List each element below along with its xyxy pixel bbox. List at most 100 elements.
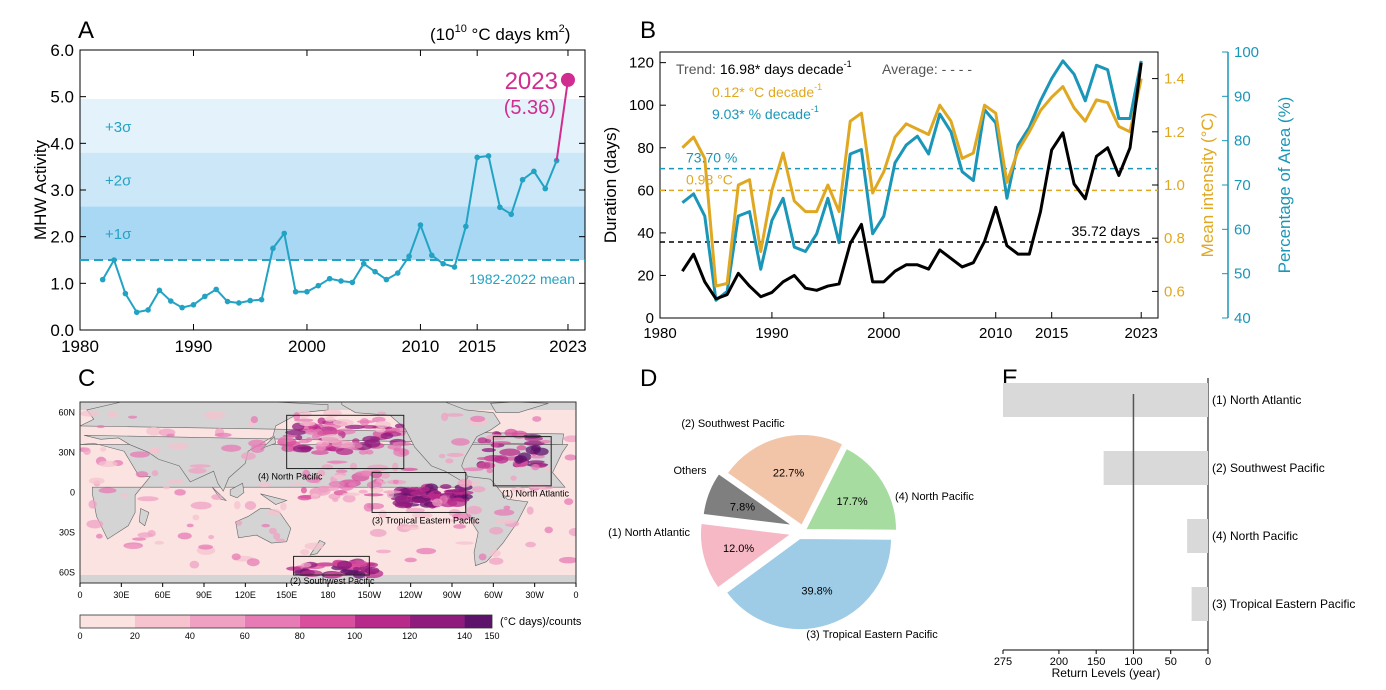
heat-blob bbox=[98, 460, 118, 468]
activity-point bbox=[463, 223, 469, 230]
area-series-line bbox=[681, 59, 1143, 302]
heat-blob bbox=[558, 556, 576, 564]
y-tick-label: 120 bbox=[629, 55, 654, 72]
map-x-tick-label: 60W bbox=[484, 590, 503, 600]
heat-blob bbox=[481, 447, 496, 453]
heat-blob bbox=[404, 557, 417, 563]
activity-point bbox=[519, 176, 526, 183]
colorbar-tick-label: 150 bbox=[484, 631, 499, 641]
heat-blob bbox=[299, 421, 316, 427]
heat-blob bbox=[545, 467, 552, 472]
y-tick-label: 60 bbox=[637, 182, 654, 199]
y-tick-label: 0 bbox=[646, 310, 654, 327]
activity-point bbox=[485, 153, 492, 159]
heat-blob bbox=[306, 476, 321, 483]
activity-point bbox=[542, 185, 549, 192]
activity-point bbox=[270, 245, 276, 252]
avg-area-label: 73.70 % bbox=[686, 150, 737, 166]
heat-blob bbox=[499, 448, 521, 456]
land-mass bbox=[260, 493, 288, 505]
panel-b: B Duration (days) Mean intensity (°C) Pe… bbox=[601, 17, 1294, 342]
heat-blob bbox=[400, 467, 418, 471]
heat-blob bbox=[366, 502, 384, 510]
activity-point bbox=[179, 304, 185, 311]
heat-blob bbox=[446, 452, 464, 457]
heat-blob bbox=[305, 429, 317, 435]
panel-a: A (1010 °C days km2) MHW Activity +1σ +2σ… bbox=[31, 17, 587, 356]
heat-blob bbox=[300, 562, 312, 568]
activity-point bbox=[451, 264, 458, 270]
y3-tick-label: 80 bbox=[1234, 133, 1251, 150]
heat-blob bbox=[476, 461, 496, 470]
heat-blob bbox=[149, 447, 157, 455]
heat-blob bbox=[290, 482, 305, 486]
map-y-tick-label: 30N bbox=[58, 448, 75, 458]
sigma-band bbox=[80, 206, 585, 260]
heat-blob bbox=[146, 426, 162, 436]
map-x-tick-label: 0 bbox=[573, 590, 578, 600]
heat-blob bbox=[189, 560, 200, 569]
heat-blob bbox=[486, 468, 494, 474]
heat-blob bbox=[466, 505, 482, 515]
heat-blob bbox=[410, 498, 426, 504]
heat-blob bbox=[442, 518, 457, 523]
colorbar-segment bbox=[244, 615, 300, 628]
heat-blob bbox=[370, 469, 383, 479]
pie-slice bbox=[724, 536, 894, 631]
heat-blob bbox=[300, 549, 310, 556]
colorbar-segment bbox=[299, 615, 355, 628]
heat-blob bbox=[374, 426, 386, 433]
activity-point bbox=[258, 296, 265, 303]
heat-blob bbox=[452, 512, 472, 521]
region-label: (2) Southwest Pacific bbox=[290, 576, 375, 586]
heat-blob bbox=[455, 541, 474, 545]
map-x-tick-label: 90E bbox=[196, 590, 212, 600]
trend-area: 9.03* % decade-1 bbox=[712, 104, 819, 122]
y-tick-label: 20 bbox=[637, 267, 654, 284]
activity-point bbox=[440, 260, 446, 267]
land-mass bbox=[138, 508, 150, 527]
activity-point bbox=[122, 290, 129, 297]
heat-blob bbox=[478, 553, 487, 561]
average-legend: Average: - - - - bbox=[882, 61, 972, 77]
heat-blob bbox=[127, 415, 138, 419]
peak-connector bbox=[555, 79, 569, 161]
heat-blob bbox=[358, 449, 368, 455]
heat-blob bbox=[349, 462, 358, 471]
map-x-tick-label: 120E bbox=[235, 590, 256, 600]
heat-blob bbox=[351, 563, 368, 568]
x-tick-label: 1990 bbox=[755, 325, 788, 342]
peak-year-label: 2023 bbox=[505, 68, 558, 95]
heat-blob bbox=[285, 429, 307, 436]
avg-duration-label: 35.72 days bbox=[1072, 223, 1141, 239]
bar-category-label: (4) North Pacific bbox=[1212, 529, 1298, 543]
heat-blob bbox=[445, 458, 454, 464]
heat-blob bbox=[485, 434, 507, 441]
heat-blob bbox=[457, 478, 472, 488]
heat-blob bbox=[377, 411, 387, 415]
sigma-bands: +1σ +2σ +3σ bbox=[80, 99, 585, 260]
activity-point bbox=[236, 300, 242, 306]
panel-e-xlabel: Return Levels (year) bbox=[1052, 666, 1161, 680]
heat-blob bbox=[154, 540, 165, 545]
heat-blob bbox=[305, 437, 313, 443]
heat-blob bbox=[472, 518, 479, 525]
heat-blob bbox=[375, 421, 391, 428]
heat-blob bbox=[378, 509, 387, 519]
heat-blob bbox=[275, 538, 286, 542]
heat-blob bbox=[137, 496, 159, 502]
panel-b-ylabel: Duration (days) bbox=[601, 127, 620, 243]
heat-blob bbox=[302, 469, 311, 479]
x-tick-label: 2010 bbox=[979, 325, 1012, 342]
colorbar-tick-label: 60 bbox=[240, 631, 250, 641]
heat-blob bbox=[163, 485, 170, 490]
heat-blob bbox=[188, 467, 207, 474]
x-tick-label: 2010 bbox=[402, 337, 440, 356]
sigma-band-label: +3σ bbox=[105, 119, 132, 136]
heat-blob bbox=[451, 438, 470, 446]
colorbar-tick-label: 20 bbox=[130, 631, 140, 641]
activity-points bbox=[99, 153, 560, 316]
region-box bbox=[371, 472, 467, 513]
heat-blob bbox=[504, 428, 518, 438]
